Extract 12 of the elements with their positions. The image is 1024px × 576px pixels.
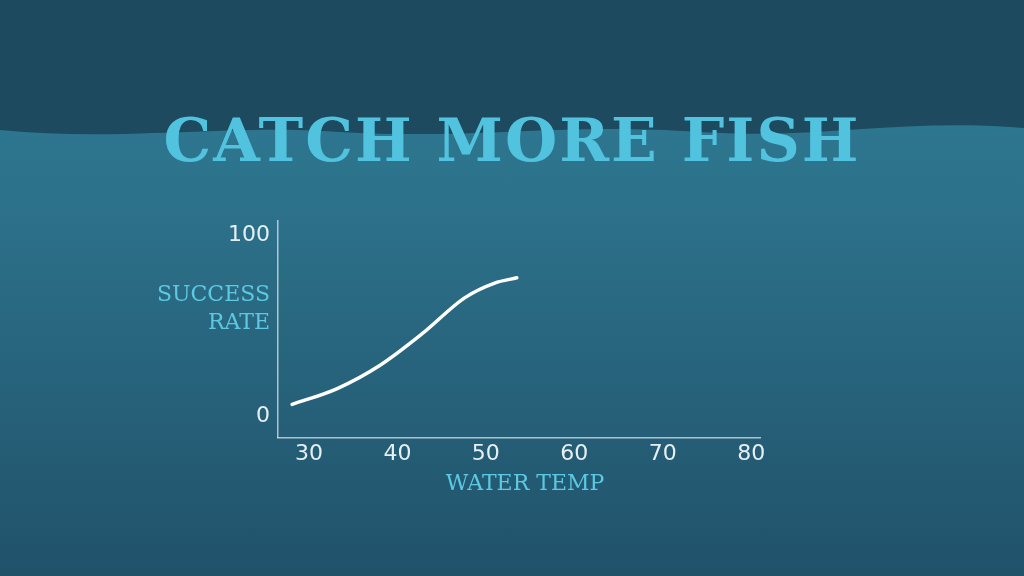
y-tick-label: 100 bbox=[227, 221, 270, 247]
chart-title: CATCH MORE FISH bbox=[162, 105, 862, 175]
x-tick-label: 80 bbox=[737, 439, 766, 465]
x-tick-label: 60 bbox=[560, 439, 589, 465]
x-axis-title: WATER TEMP bbox=[444, 470, 606, 495]
x-tick-label: 40 bbox=[383, 439, 412, 465]
line-series bbox=[290, 276, 519, 407]
y-axis-title: SUCCESS RATE bbox=[155, 280, 270, 336]
x-tick-label: 30 bbox=[294, 439, 323, 465]
x-tick-label: 70 bbox=[648, 439, 677, 465]
y-tick-label: 0 bbox=[255, 401, 270, 427]
x-tick-label: 50 bbox=[471, 439, 500, 465]
